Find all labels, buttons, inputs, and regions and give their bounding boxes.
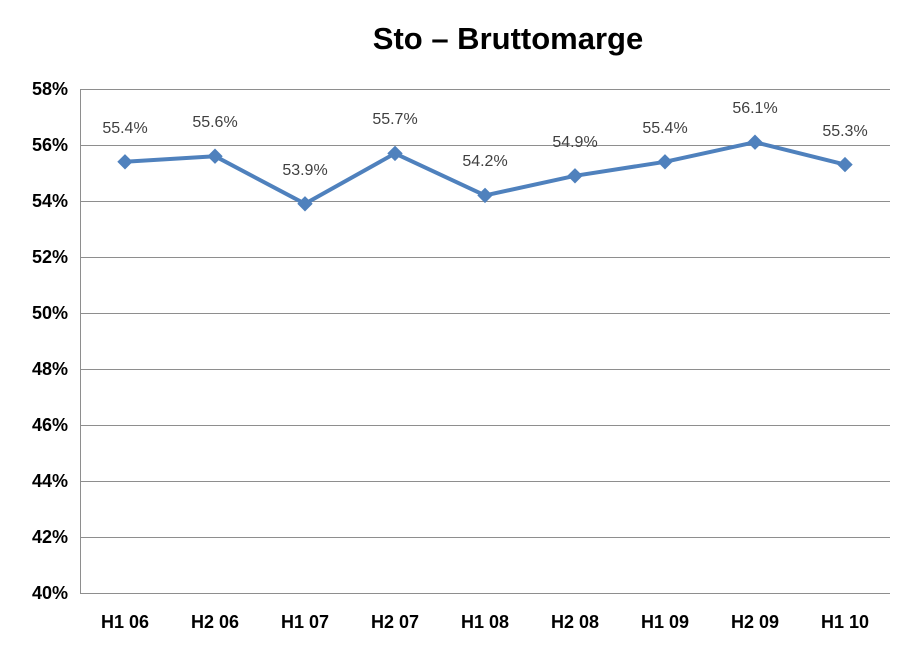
x-axis-tick-label: H2 09	[730, 612, 780, 632]
plot-area	[80, 89, 890, 594]
y-axis-tick-label: 42%	[31, 527, 68, 547]
y-axis-tick-label: 58%	[31, 79, 68, 99]
y-axis-tick-label: 48%	[31, 359, 68, 379]
data-point-label: 55.6%	[192, 114, 238, 132]
data-point-marker	[657, 154, 673, 170]
data-point-label: 53.9%	[282, 161, 328, 179]
x-axis-tick-label: H1 06	[100, 612, 150, 632]
y-axis-tick-label: 52%	[31, 247, 68, 267]
data-point-label: 56.1%	[732, 100, 778, 118]
data-point-marker	[567, 168, 583, 184]
data-point-label: 55.4%	[102, 119, 148, 137]
data-point-label: 55.4%	[642, 119, 688, 137]
y-axis-tick-label: 54%	[31, 191, 68, 211]
x-axis-tick-label: H2 08	[550, 612, 600, 632]
data-point-marker	[297, 196, 313, 212]
x-axis-tick-label: H1 10	[820, 612, 870, 632]
data-point-label: 54.2%	[462, 153, 508, 171]
x-axis-tick-label: H1 09	[640, 612, 690, 632]
y-axis-tick-label: 50%	[31, 303, 68, 323]
data-point-label: 55.3%	[822, 122, 868, 140]
x-axis-tick-label: H2 07	[370, 612, 420, 632]
y-axis-tick-label: 40%	[31, 583, 68, 603]
x-axis-tick-label: H2 06	[190, 612, 240, 632]
x-axis-tick-label: H1 07	[280, 612, 330, 632]
data-point-marker	[477, 187, 493, 204]
data-point-marker	[117, 154, 133, 170]
x-axis-tick-label: H1 08	[460, 612, 510, 632]
data-point-marker	[387, 145, 403, 162]
data-point-marker	[747, 134, 763, 150]
chart-title: Sto – Bruttomarge	[372, 21, 644, 56]
data-point-label: 55.7%	[372, 111, 418, 129]
y-axis-tick-label: 44%	[31, 471, 68, 491]
y-axis-tick-label: 56%	[31, 135, 68, 155]
data-point-label: 54.9%	[552, 133, 598, 151]
y-axis-tick-label: 46%	[31, 415, 68, 435]
data-point-marker	[837, 156, 853, 173]
data-point-marker	[207, 148, 223, 164]
